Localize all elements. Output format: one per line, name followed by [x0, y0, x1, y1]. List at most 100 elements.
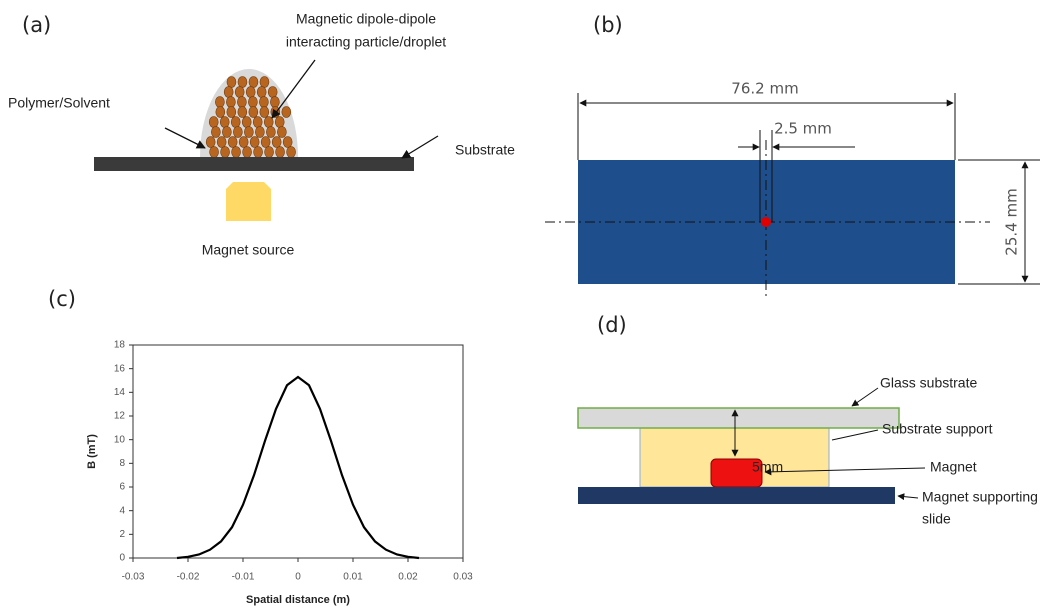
particle [253, 117, 262, 128]
particle [255, 127, 264, 138]
particle [249, 107, 258, 118]
annotation: Substrate support [882, 421, 993, 437]
arrow [165, 128, 205, 148]
particle [250, 137, 259, 148]
arrow [852, 388, 878, 406]
particle [261, 137, 270, 148]
y-tick-label: 2 [119, 529, 125, 540]
y-axis-label: B (mT) [86, 434, 98, 469]
particle [227, 107, 236, 118]
dimension-label: 2.5 mm [774, 120, 832, 138]
particle [206, 137, 215, 148]
y-tick-label: 14 [114, 387, 126, 398]
annotation: Magnetic dipole-dipole [296, 11, 436, 27]
y-tick-label: 6 [119, 482, 125, 493]
particle [233, 127, 242, 138]
particle [265, 147, 274, 158]
particle [235, 87, 244, 98]
annotation: Magnet [930, 459, 977, 475]
annotation: slide [922, 511, 951, 527]
dimension-label: 25.4 mm [1003, 188, 1021, 255]
magnet-slide [578, 487, 895, 504]
y-tick-label: 4 [119, 505, 125, 516]
particle [232, 147, 241, 158]
particle [216, 107, 225, 118]
arrow [402, 136, 438, 158]
arrow [898, 496, 918, 498]
particle [271, 107, 280, 118]
particle [259, 97, 268, 108]
figure: (a) Magnetic dipole-dipole interacting p… [0, 0, 1057, 610]
particle [264, 117, 273, 128]
particle [243, 147, 252, 158]
particle [282, 107, 291, 118]
particle [217, 137, 226, 148]
x-tick-label: 0.02 [398, 572, 418, 583]
panel-label: (c) [48, 287, 76, 311]
particle [224, 87, 233, 98]
x-tick-label: 0.01 [343, 572, 363, 583]
particle [277, 127, 286, 138]
arrow [832, 430, 878, 440]
panel-label: (a) [22, 13, 51, 37]
particle [266, 127, 275, 138]
particle [228, 137, 237, 148]
particle [254, 147, 263, 158]
particle [231, 117, 240, 128]
particle [287, 147, 296, 158]
particle [238, 107, 247, 118]
center-dot [761, 217, 771, 227]
particle [257, 87, 266, 98]
x-tick-label: -0.03 [122, 572, 145, 583]
particle [260, 77, 269, 88]
particle [268, 87, 277, 98]
particle [222, 127, 231, 138]
particle [215, 97, 224, 108]
x-tick-label: -0.02 [177, 572, 200, 583]
y-tick-label: 10 [114, 434, 126, 445]
particle [221, 147, 230, 158]
particle [246, 87, 255, 98]
chart: 0 2 4 6 8 10 12 14 16 18 -0.03 -0.02 -0.01 0 0.01 0.02 0… [86, 340, 473, 606]
y-tick-label: 12 [114, 411, 126, 422]
particle [242, 117, 251, 128]
particle [260, 107, 269, 118]
particle [249, 77, 258, 88]
particle [211, 127, 220, 138]
x-axis-label: Spatial distance (m) [246, 594, 350, 606]
particle [283, 137, 292, 148]
y-tick-label: 8 [119, 458, 125, 469]
particle [239, 137, 248, 148]
x-tick-label: 0 [295, 572, 301, 583]
particle [272, 137, 281, 148]
particle [220, 117, 229, 128]
particle [238, 77, 247, 88]
y-tick-label: 18 [114, 340, 126, 351]
panel-label: (b) [593, 13, 623, 37]
x-tick-label: 0.03 [453, 572, 473, 583]
particle [270, 97, 279, 108]
annotation: Magnet source [202, 242, 295, 258]
magnet-source [226, 182, 271, 221]
particle [210, 147, 219, 158]
annotation: Glass substrate [880, 375, 977, 391]
annotation: Polymer/Solvent [8, 95, 110, 111]
particle [276, 147, 285, 158]
particle [244, 127, 253, 138]
particle [209, 117, 218, 128]
panel-label: (d) [597, 313, 627, 337]
particle [237, 97, 246, 108]
annotation: Substrate [455, 142, 515, 158]
annotation: interacting particle/droplet [286, 34, 446, 50]
y-tick-label: 0 [119, 553, 125, 564]
glass-substrate [578, 408, 899, 428]
line [177, 377, 419, 558]
particle [226, 97, 235, 108]
dimension-label: 76.2 mm [731, 80, 798, 98]
annotation: Magnet supporting [922, 489, 1038, 505]
particle [275, 117, 284, 128]
y-tick-label: 16 [114, 363, 126, 374]
particle [227, 77, 236, 88]
x-tick-label: -0.01 [232, 572, 255, 583]
particle [248, 97, 257, 108]
